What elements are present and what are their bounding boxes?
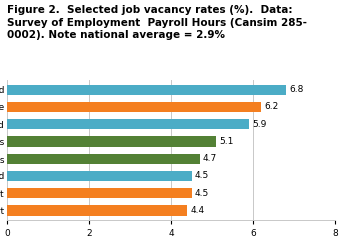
Text: 5.9: 5.9 [252,120,267,129]
Bar [7,205,187,216]
Text: 6.8: 6.8 [289,85,304,94]
Text: 6.2: 6.2 [265,103,279,111]
Bar [7,85,286,95]
Bar [7,119,249,129]
Text: Figure 2.  Selected job vacancy rates (%).  Data:
Survey of Employment  Payroll : Figure 2. Selected job vacancy rates (%)… [7,5,307,40]
Text: 4.4: 4.4 [191,206,205,215]
Bar [7,102,261,112]
Bar [7,136,216,147]
Bar [7,188,192,198]
Bar [7,171,192,181]
Text: 4.5: 4.5 [195,171,209,180]
Text: 4.5: 4.5 [195,189,209,198]
Text: 4.7: 4.7 [203,154,217,163]
Text: 5.1: 5.1 [220,137,234,146]
Bar [7,153,200,164]
